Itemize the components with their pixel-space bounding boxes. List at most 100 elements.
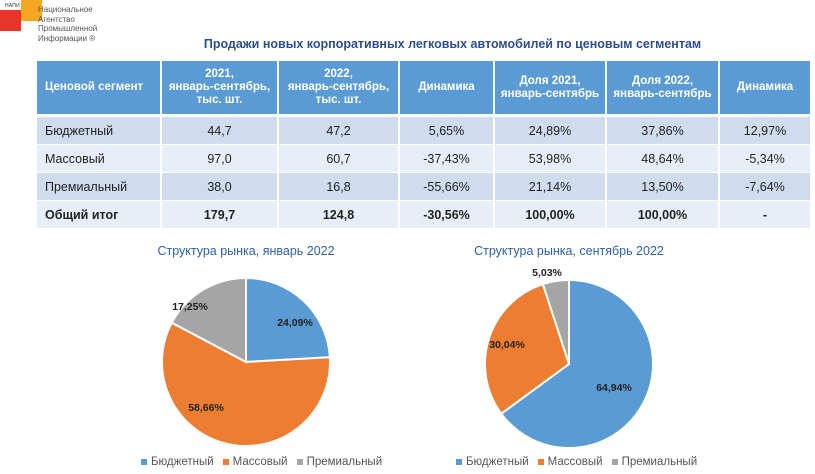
logo-line: Национальное	[38, 5, 93, 14]
napi-logo: НАПИ Национальное Агентство Промышленной…	[0, 0, 130, 50]
legend-item-budget: Бюджетный	[456, 456, 529, 468]
column-header-line: тыс. шт.	[196, 94, 243, 106]
column-header-line: Ценовой сегмент	[45, 81, 144, 93]
legend-label: Премиальный	[621, 456, 698, 468]
legend-item-mass: Массовый	[537, 456, 603, 468]
logo-name: Национальное Агентство Промышленной Инфо…	[38, 5, 97, 43]
legend-item-mass: Массовый	[222, 456, 288, 468]
value-cell: -7,64%	[719, 172, 810, 201]
pie-slice-budget	[499, 278, 654, 449]
value-cell: 12,97%	[719, 115, 810, 145]
legend-january: Бюджетный Массовый Премиальный	[141, 456, 382, 468]
column-header-line: Динамика	[418, 81, 475, 93]
column-header-line: тыс. шт.	[315, 94, 362, 106]
value-cell: 179,7	[161, 200, 279, 229]
pie-data-label-budget: 24,09%	[277, 317, 313, 329]
column-header-line: 2021,	[205, 68, 234, 80]
table-total-row: Общий итог 179,7 124,8 -30,56% 100,00% 100,00…	[37, 200, 810, 229]
logo-red-square	[0, 10, 21, 31]
table-row: Массовый 97,0 60,7 -37,43% 53,98% 48,64% -5,34…	[37, 144, 810, 173]
chart-title-january: Структура рынка, январь 2022	[157, 244, 335, 258]
table-header-row: Ценовой сегмент 2021, январь-сентябрь, тыс.…	[37, 61, 810, 117]
value-cell: 16,8	[278, 172, 400, 201]
column-header: Динамика	[719, 61, 810, 117]
column-header-line: 2022,	[324, 68, 353, 80]
column-header-line: Доля 2021,	[519, 74, 581, 87]
legend-item-premium: Премиальный	[296, 456, 383, 468]
value-cell: -5,34%	[719, 144, 810, 173]
value-cell: 24,89%	[494, 115, 607, 145]
page-title: Продажи новых корпоративных легковых авт…	[203, 37, 702, 51]
column-header: Ценовой сегмент	[37, 61, 162, 117]
logo-line: Агентство	[38, 14, 75, 24]
chart-title-september: Структура рынка, сентябрь 2022	[474, 244, 664, 258]
sales-table: Ценовой сегмент 2021, январь-сентябрь, тыс.…	[37, 61, 810, 229]
legend-label: Бюджетный	[151, 456, 214, 468]
segment-name-cell: Массовый	[37, 144, 162, 173]
value-cell: -37,43%	[399, 144, 495, 173]
logo-line: Промышленной	[38, 24, 98, 33]
value-cell: -55,66%	[399, 172, 495, 201]
value-cell: 37,86%	[606, 115, 720, 145]
pie-slice-premium	[541, 278, 570, 365]
table-row: Бюджетный 44,7 47,2 5,65% 24,89% 37,86% 12,97%	[37, 115, 810, 145]
pie-data-label-mass: 30,04%	[489, 339, 525, 351]
legend-item-budget: Бюджетный	[141, 456, 214, 468]
column-header: 2022, январь-сентябрь, тыс. шт.	[278, 61, 400, 117]
column-header-line: январь-сентябрь	[613, 87, 712, 100]
value-cell: 48,64%	[606, 144, 720, 173]
legend-label: Премиальный	[306, 456, 383, 468]
value-cell: 44,7	[161, 115, 279, 145]
value-cell: 21,14%	[494, 172, 607, 201]
value-cell: 47,2	[278, 115, 400, 145]
column-header-line: январь-сентябрь,	[168, 81, 271, 93]
column-header: Динамика	[399, 61, 495, 117]
legend-september: Бюджетный Массовый Премиальный	[456, 456, 697, 468]
value-cell: 60,7	[278, 144, 400, 173]
pie-data-label-premium: 5,03%	[532, 267, 562, 279]
legend-label: Бюджетный	[466, 456, 529, 468]
value-cell: 5,65%	[399, 115, 495, 145]
value-cell: -30,56%	[399, 200, 495, 229]
column-header-line: январь-сентябрь,	[287, 81, 390, 93]
value-cell: 97,0	[161, 144, 279, 173]
value-cell: 100,00%	[606, 200, 720, 229]
legend-swatch	[222, 459, 229, 465]
legend-label: Массовый	[547, 456, 603, 468]
pie-data-label-premium: 17,25%	[172, 301, 208, 313]
legend-swatch	[537, 459, 544, 465]
pie-slice-mass	[484, 282, 571, 416]
table-row: Премиальный 38,0 16,8 -55,66% 21,14% 13,50% -7…	[37, 172, 810, 201]
logo-line: Информации ®	[38, 33, 96, 43]
segment-name-cell: Общий итог	[37, 200, 162, 229]
column-header: Доля 2022, январь-сентябрь	[606, 61, 720, 117]
legend-item-premium: Премиальный	[611, 456, 698, 468]
value-cell: -	[719, 200, 810, 229]
column-header: 2021, январь-сентябрь, тыс. шт.	[161, 61, 279, 117]
pie-slice-budget	[245, 276, 331, 364]
pie-data-label-budget: 64,94%	[596, 382, 632, 394]
logo-abbr: НАПИ	[5, 3, 20, 9]
legend-swatch	[456, 459, 462, 465]
pie-data-label-mass: 58,66%	[188, 402, 224, 414]
legend-swatch	[141, 459, 147, 465]
column-header-line: январь-сентябрь	[500, 87, 600, 100]
legend-swatch	[296, 459, 303, 465]
value-cell: 53,98%	[494, 144, 607, 173]
value-cell: 38,0	[161, 172, 279, 201]
column-header-line: Доля 2022,	[631, 74, 694, 87]
column-header: Доля 2021, январь-сентябрь	[494, 61, 607, 117]
table-body: Бюджетный 44,7 47,2 5,65% 24,89% 37,86% 12,97%…	[37, 115, 810, 229]
value-cell: 13,50%	[606, 172, 720, 201]
logo-orange-square	[21, 0, 42, 21]
segment-name-cell: Бюджетный	[37, 115, 162, 145]
legend-label: Массовый	[232, 456, 288, 468]
pie-slice-premium	[170, 276, 247, 364]
column-header-line: Динамика	[736, 81, 794, 93]
value-cell: 100,00%	[494, 200, 607, 229]
pie-slice-mass	[161, 321, 331, 447]
segment-name-cell: Премиальный	[37, 172, 162, 201]
legend-swatch	[611, 459, 618, 465]
